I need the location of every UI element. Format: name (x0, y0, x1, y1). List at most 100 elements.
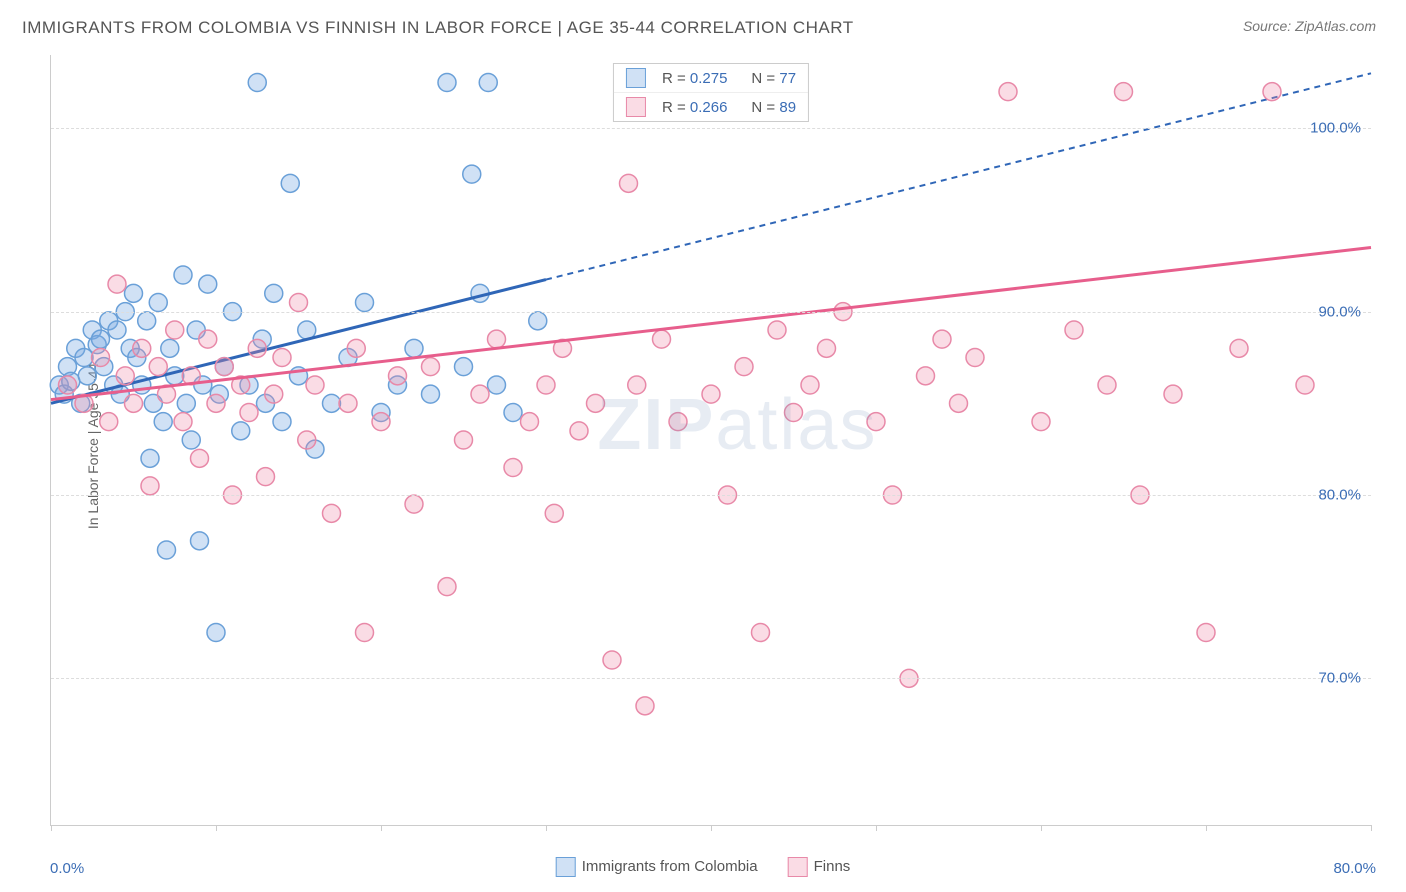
data-point-finns (504, 459, 522, 477)
series-legend-label: Finns (814, 858, 851, 875)
data-point-finns (570, 422, 588, 440)
data-point-colombia (149, 294, 167, 312)
data-point-finns (1098, 376, 1116, 394)
data-point-finns (108, 275, 126, 293)
data-point-finns (653, 330, 671, 348)
series-legend-item-finns: Finns (788, 857, 851, 877)
data-point-colombia (232, 422, 250, 440)
x-tick (216, 825, 217, 831)
data-point-finns (603, 651, 621, 669)
data-point-finns (372, 413, 390, 431)
x-tick (51, 825, 52, 831)
data-point-finns (257, 468, 275, 486)
gridline-horizontal (51, 678, 1371, 679)
data-point-colombia (488, 376, 506, 394)
data-point-finns (1032, 413, 1050, 431)
gridline-horizontal (51, 312, 1371, 313)
chart-source: Source: ZipAtlas.com (1243, 18, 1376, 34)
data-point-colombia (323, 394, 341, 412)
data-point-colombia (182, 431, 200, 449)
data-point-colombia (529, 312, 547, 330)
x-tick (876, 825, 877, 831)
x-tick (1371, 825, 1372, 831)
data-point-colombia (207, 624, 225, 642)
data-point-finns (1296, 376, 1314, 394)
x-axis-min-label: 0.0% (50, 860, 84, 877)
data-point-finns (347, 339, 365, 357)
data-point-finns (215, 358, 233, 376)
data-point-colombia (177, 394, 195, 412)
x-tick (546, 825, 547, 831)
data-point-finns (752, 624, 770, 642)
gridline-horizontal (51, 128, 1371, 129)
data-point-finns (265, 385, 283, 403)
chart-title: IMMIGRANTS FROM COLOMBIA VS FINNISH IN L… (22, 18, 854, 38)
gridline-horizontal (51, 495, 1371, 496)
data-point-finns (59, 376, 77, 394)
data-point-finns (207, 394, 225, 412)
data-point-colombia (78, 367, 96, 385)
data-point-finns (298, 431, 316, 449)
data-point-finns (141, 477, 159, 495)
data-point-finns (1115, 83, 1133, 101)
data-point-finns (248, 339, 266, 357)
data-point-colombia (356, 294, 374, 312)
data-point-colombia (174, 266, 192, 284)
series-legend-item-colombia: Immigrants from Colombia (556, 857, 758, 877)
data-point-finns (521, 413, 539, 431)
chart-svg (51, 55, 1371, 825)
data-point-finns (620, 174, 638, 192)
data-point-colombia (479, 74, 497, 92)
data-point-colombia (463, 165, 481, 183)
x-tick (1206, 825, 1207, 831)
data-point-finns (125, 394, 143, 412)
data-point-finns (191, 449, 209, 467)
y-tick-label: 70.0% (1318, 670, 1361, 687)
data-point-finns (669, 413, 687, 431)
data-point-finns (801, 376, 819, 394)
y-tick-label: 80.0% (1318, 487, 1361, 504)
data-point-finns (438, 578, 456, 596)
data-point-colombia (92, 330, 110, 348)
data-point-finns (166, 321, 184, 339)
correlation-legend: R = 0.275N = 77R = 0.266N = 89 (613, 63, 809, 122)
data-point-finns (389, 367, 407, 385)
data-point-colombia (248, 74, 266, 92)
y-tick-label: 100.0% (1310, 120, 1361, 137)
data-point-finns (133, 339, 151, 357)
data-point-finns (306, 376, 324, 394)
data-point-colombia (265, 284, 283, 302)
regression-line-finns (51, 248, 1371, 400)
data-point-finns (92, 349, 110, 367)
data-point-colombia (141, 449, 159, 467)
data-point-finns (636, 697, 654, 715)
data-point-colombia (199, 275, 217, 293)
data-point-finns (537, 376, 555, 394)
data-point-finns (545, 504, 563, 522)
data-point-colombia (161, 339, 179, 357)
data-point-colombia (405, 339, 423, 357)
chart-plot-area: R = 0.275N = 77R = 0.266N = 89 ZIPatlas … (50, 55, 1371, 826)
data-point-colombia (191, 532, 209, 550)
data-point-finns (471, 385, 489, 403)
data-point-colombia (158, 541, 176, 559)
data-point-colombia (281, 174, 299, 192)
data-point-finns (240, 404, 258, 422)
data-point-finns (1164, 385, 1182, 403)
data-point-finns (867, 413, 885, 431)
legend-r-label: R = 0.266 (662, 99, 727, 116)
legend-swatch-icon (788, 857, 808, 877)
data-point-finns (818, 339, 836, 357)
data-point-finns (405, 495, 423, 513)
data-point-finns (323, 504, 341, 522)
data-point-finns (1263, 83, 1281, 101)
data-point-finns (174, 413, 192, 431)
x-axis-max-label: 80.0% (1333, 860, 1376, 877)
y-tick-label: 90.0% (1318, 303, 1361, 320)
data-point-finns (917, 367, 935, 385)
data-point-finns (785, 404, 803, 422)
data-point-finns (1230, 339, 1248, 357)
data-point-colombia (125, 284, 143, 302)
x-tick (1041, 825, 1042, 831)
data-point-colombia (422, 385, 440, 403)
